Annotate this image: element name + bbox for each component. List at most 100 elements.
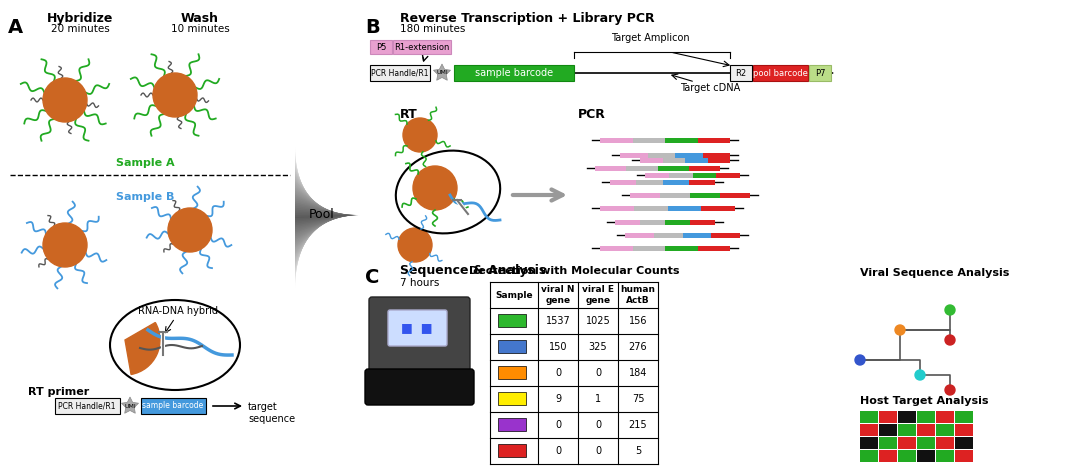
Text: 9: 9 xyxy=(555,394,561,404)
Polygon shape xyxy=(295,195,340,240)
FancyBboxPatch shape xyxy=(936,424,954,436)
FancyBboxPatch shape xyxy=(615,219,640,225)
Polygon shape xyxy=(295,211,355,224)
Text: sample barcode: sample barcode xyxy=(475,68,553,78)
FancyBboxPatch shape xyxy=(917,450,935,462)
FancyBboxPatch shape xyxy=(498,392,526,405)
FancyBboxPatch shape xyxy=(633,246,665,250)
FancyBboxPatch shape xyxy=(648,152,675,158)
Text: PCR Handle/R1: PCR Handle/R1 xyxy=(59,401,115,410)
FancyBboxPatch shape xyxy=(633,138,665,142)
FancyBboxPatch shape xyxy=(640,219,665,225)
FancyBboxPatch shape xyxy=(141,398,207,414)
Text: RNA-DNA hybrid: RNA-DNA hybrid xyxy=(138,306,218,316)
FancyBboxPatch shape xyxy=(370,40,392,54)
FancyBboxPatch shape xyxy=(730,65,752,81)
FancyBboxPatch shape xyxy=(955,437,973,449)
Polygon shape xyxy=(295,162,310,273)
Text: P7: P7 xyxy=(815,69,825,78)
FancyBboxPatch shape xyxy=(634,206,667,210)
Text: P5: P5 xyxy=(376,42,386,51)
Polygon shape xyxy=(295,147,297,288)
Text: PCR: PCR xyxy=(578,108,605,121)
Polygon shape xyxy=(122,397,138,413)
Text: human
ActB: human ActB xyxy=(621,285,655,305)
Text: viral N
gene: viral N gene xyxy=(541,285,575,305)
FancyBboxPatch shape xyxy=(667,206,701,210)
FancyBboxPatch shape xyxy=(716,172,740,178)
Polygon shape xyxy=(295,156,305,279)
FancyBboxPatch shape xyxy=(625,232,653,238)
FancyBboxPatch shape xyxy=(898,411,916,423)
Polygon shape xyxy=(295,193,338,242)
Polygon shape xyxy=(295,182,328,253)
Polygon shape xyxy=(295,154,303,281)
Polygon shape xyxy=(295,186,332,249)
FancyBboxPatch shape xyxy=(708,158,730,162)
Text: Pool: Pool xyxy=(309,208,335,221)
Polygon shape xyxy=(295,184,330,251)
FancyBboxPatch shape xyxy=(595,166,626,170)
Text: 20 minutes: 20 minutes xyxy=(51,24,110,34)
FancyBboxPatch shape xyxy=(498,444,526,457)
FancyBboxPatch shape xyxy=(860,450,878,462)
Text: 184: 184 xyxy=(628,368,647,378)
FancyBboxPatch shape xyxy=(665,219,690,225)
Text: RT: RT xyxy=(400,108,417,121)
Text: Hybridize: Hybridize xyxy=(47,12,113,25)
FancyBboxPatch shape xyxy=(658,166,689,170)
Text: Viral Sequence Analysis: Viral Sequence Analysis xyxy=(860,268,1010,278)
FancyBboxPatch shape xyxy=(702,152,730,158)
Polygon shape xyxy=(295,175,322,260)
FancyBboxPatch shape xyxy=(809,65,830,81)
Polygon shape xyxy=(295,173,320,262)
FancyBboxPatch shape xyxy=(498,314,526,327)
FancyBboxPatch shape xyxy=(690,219,715,225)
Circle shape xyxy=(43,78,87,122)
Polygon shape xyxy=(295,215,359,220)
Text: Target cDNA: Target cDNA xyxy=(679,83,740,93)
FancyBboxPatch shape xyxy=(879,437,897,449)
FancyBboxPatch shape xyxy=(620,152,648,158)
Circle shape xyxy=(398,228,432,262)
FancyBboxPatch shape xyxy=(368,297,470,388)
Polygon shape xyxy=(295,167,315,268)
FancyBboxPatch shape xyxy=(936,411,954,423)
FancyBboxPatch shape xyxy=(662,179,689,185)
Text: A: A xyxy=(8,18,23,37)
Text: 325: 325 xyxy=(589,342,608,352)
Text: 1: 1 xyxy=(595,394,601,404)
Circle shape xyxy=(413,166,457,210)
FancyBboxPatch shape xyxy=(936,450,954,462)
FancyBboxPatch shape xyxy=(610,179,636,185)
FancyBboxPatch shape xyxy=(454,65,574,81)
Polygon shape xyxy=(295,204,348,231)
Polygon shape xyxy=(295,163,312,271)
FancyBboxPatch shape xyxy=(879,424,897,436)
Circle shape xyxy=(945,335,955,345)
Polygon shape xyxy=(295,189,335,246)
FancyBboxPatch shape xyxy=(898,450,916,462)
Polygon shape xyxy=(295,209,353,225)
Polygon shape xyxy=(295,191,337,244)
FancyBboxPatch shape xyxy=(645,172,669,178)
Polygon shape xyxy=(295,152,302,283)
FancyBboxPatch shape xyxy=(917,424,935,436)
Text: Sample B: Sample B xyxy=(116,192,174,202)
FancyBboxPatch shape xyxy=(393,40,451,54)
FancyBboxPatch shape xyxy=(665,138,698,142)
Text: ■  ■: ■ ■ xyxy=(401,321,433,335)
FancyBboxPatch shape xyxy=(630,192,660,198)
FancyBboxPatch shape xyxy=(917,437,935,449)
FancyBboxPatch shape xyxy=(917,411,935,423)
Text: pool barcode: pool barcode xyxy=(752,69,808,78)
FancyBboxPatch shape xyxy=(370,65,430,81)
Wedge shape xyxy=(125,323,160,375)
FancyBboxPatch shape xyxy=(936,437,954,449)
Text: 5: 5 xyxy=(635,446,641,456)
Polygon shape xyxy=(295,180,327,255)
FancyBboxPatch shape xyxy=(879,411,897,423)
Text: Host Target Analysis: Host Target Analysis xyxy=(860,396,988,406)
Text: R1-extension: R1-extension xyxy=(395,42,450,51)
FancyBboxPatch shape xyxy=(720,192,750,198)
